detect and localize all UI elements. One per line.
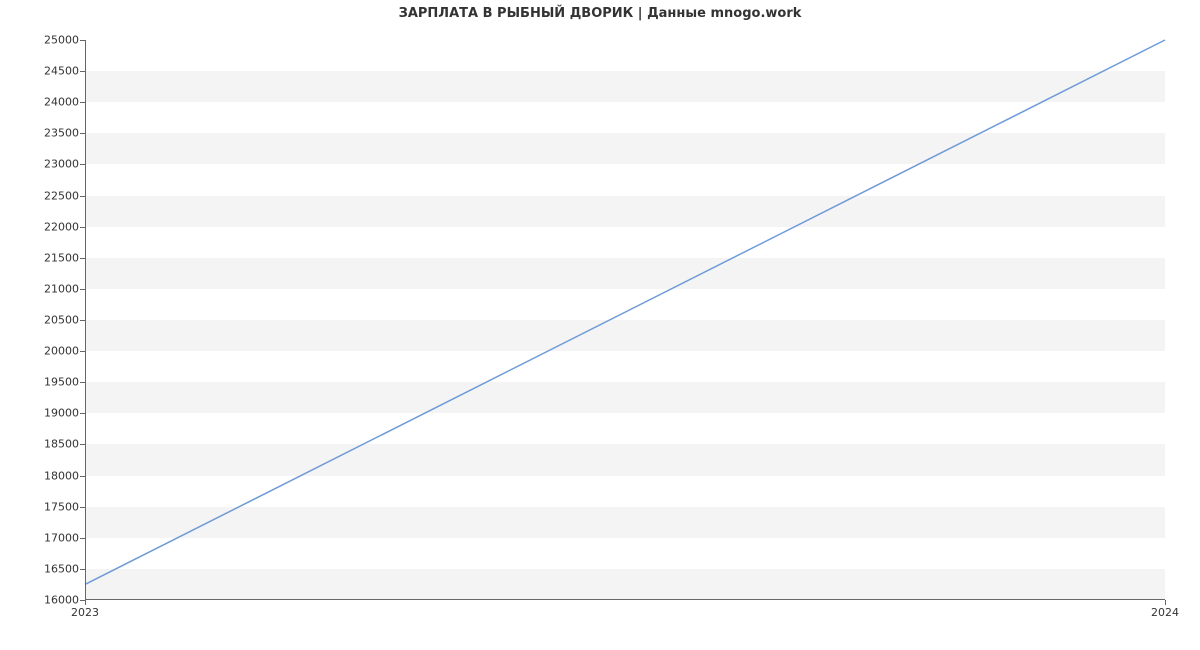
y-tick-label: 21000 (44, 282, 85, 295)
y-tick-label: 19500 (44, 376, 85, 389)
y-tick-label: 23000 (44, 158, 85, 171)
y-tick-label: 22000 (44, 220, 85, 233)
y-tick-label: 18500 (44, 438, 85, 451)
chart-container: ЗАРПЛАТА В РЫБНЫЙ ДВОРИК | Данные mnogo.… (0, 0, 1200, 650)
y-tick-label: 19000 (44, 407, 85, 420)
y-tick-label: 20500 (44, 314, 85, 327)
y-tick-label: 21500 (44, 251, 85, 264)
y-tick-label: 23500 (44, 127, 85, 140)
series-line (85, 40, 1165, 584)
y-tick-label: 25000 (44, 34, 85, 47)
y-tick-label: 24500 (44, 65, 85, 78)
y-tick-label: 22500 (44, 189, 85, 202)
y-tick-label: 20000 (44, 345, 85, 358)
y-tick-label: 17500 (44, 500, 85, 513)
y-tick-label: 18000 (44, 469, 85, 482)
y-tick-label: 24000 (44, 96, 85, 109)
plot-area: 1600016500170001750018000185001900019500… (85, 40, 1165, 600)
y-tick-label: 16500 (44, 562, 85, 575)
axis-bottom (85, 599, 1165, 600)
x-tick-mark (85, 600, 86, 605)
line-layer (85, 40, 1165, 600)
axis-left (85, 40, 86, 600)
chart-title: ЗАРПЛАТА В РЫБНЫЙ ДВОРИК | Данные mnogo.… (0, 6, 1200, 21)
y-tick-label: 17000 (44, 531, 85, 544)
x-tick-mark (1165, 600, 1166, 605)
